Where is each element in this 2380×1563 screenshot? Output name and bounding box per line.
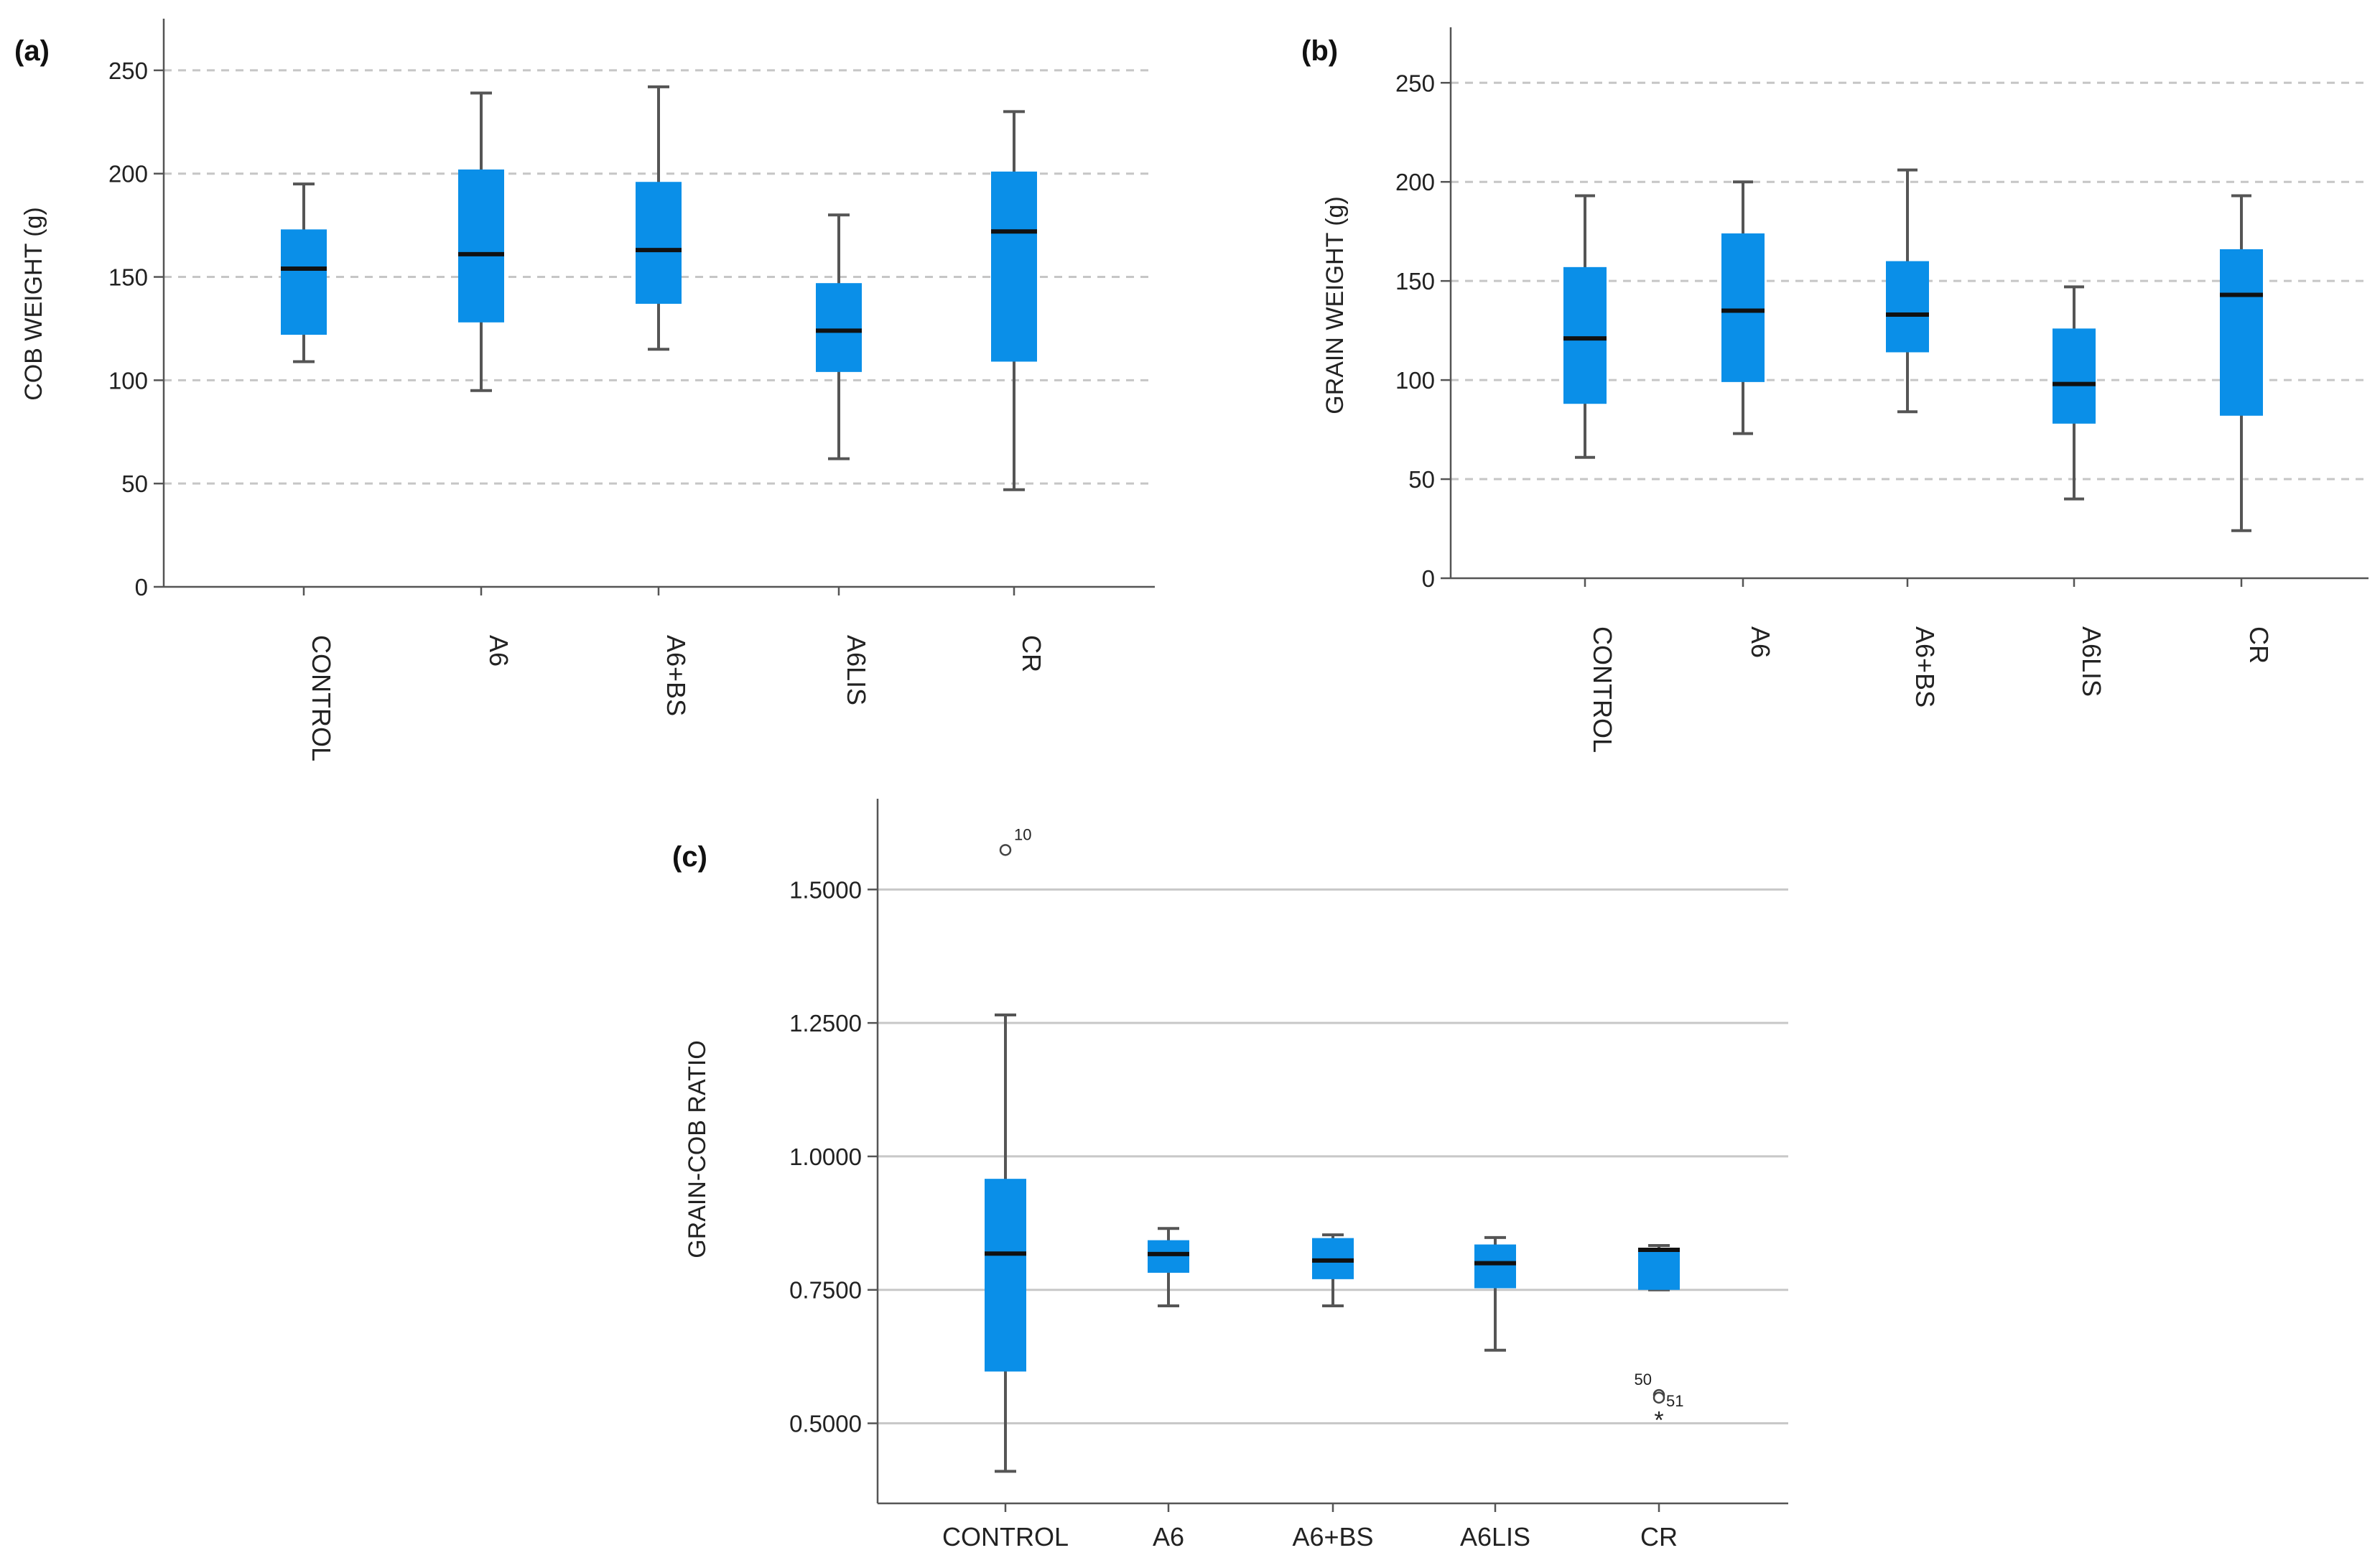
panel-b-y-tick-label: 50 [1408,466,1435,493]
panel-b-y-tick-label: 100 [1395,367,1435,394]
panel-c-category-label: CONTROL [942,1522,1069,1552]
panel-b-y-tick-label: 150 [1395,268,1435,294]
panel-c-y-tick-label: 1.2500 [789,1010,862,1036]
outlier-label: 10 [1014,825,1031,843]
panel-a-y-tick-label: 200 [108,161,148,187]
iqr-box [1886,261,1929,353]
panel-c-box-a6 [1148,1227,1189,1308]
iqr-box [1474,1244,1516,1289]
iqr-box [458,169,504,323]
panel-b-y-tick-label: 200 [1395,169,1435,195]
panel-c-category-label: A6+BS [1292,1522,1373,1552]
panel-a-y-tick-label: 250 [108,57,148,84]
panel-c-grain-cob-ratio: (c) 10 50 51* 0.5000 0.7500 1.0000 1.2500 1.50… [672,799,1788,1552]
iqr-box [1721,233,1765,382]
panel-b-category-label: A6LIS [2077,626,2106,697]
iqr-box [816,283,862,372]
panel-a-cob-weight: (a) 0 50 100 150 200 250 CONTROL A6 A6+BS A6LIS C… [14,19,1155,761]
outlier-marker [999,844,1012,856]
panel-a-category-label: CR [1017,635,1046,672]
panel-c-y-tick-label: 1.5000 [789,876,862,903]
panel-b-grain-weight: (b) 0 50 100 150 200 250 CONTROL A6 A6+BS A6LIS C… [1301,27,2369,753]
panel-c-y-tick-label: 0.7500 [789,1277,862,1304]
outlier-label: 51 [1666,1392,1683,1410]
iqr-box [281,229,327,335]
panel-c-y-tick-label: 0.5000 [789,1411,862,1437]
panel-c-y-tick-label: 1.0000 [789,1144,862,1170]
panel-b-box-a6-bs [1886,168,1929,414]
panel-b-category-label: CR [2244,626,2274,664]
panel-a-y-tick-label: 50 [121,470,148,497]
panel-c-category-label: A6 [1153,1522,1184,1552]
panel-b-box-control [1563,194,1607,459]
panel-b-box-a6 [1721,180,1765,435]
iqr-box [1638,1248,1680,1290]
outlier-label: 50 [1635,1370,1652,1388]
panel-a-label: (a) [14,35,50,67]
panel-c-box-control [985,1013,1026,1473]
panel-a-y-axis-title: COB WEIGHT (g) [20,207,47,401]
panel-c-box-a6-bs [1312,1233,1354,1308]
panel-a-category-label: A6 [484,635,513,667]
panel-a-category-label: A6+BS [661,635,691,716]
panel-a-box-a6lis [816,213,862,460]
extreme-outlier-marker: * [1654,1407,1663,1434]
panel-b-box-a6lis [2053,285,2096,501]
panel-c-box-cr [1638,1244,1680,1291]
panel-a-box-a6 [458,91,504,392]
panel-a-category-label: CONTROL [307,635,336,761]
panel-a-box-control [281,182,327,363]
panel-b-category-label: A6 [1746,626,1775,658]
panel-a-y-tick-label: 100 [108,367,148,394]
panel-b-y-tick-label: 250 [1395,70,1435,96]
iqr-box [1563,266,1607,404]
panel-c-box-a6lis [1474,1235,1516,1352]
iqr-box [991,171,1037,362]
panel-a-y-tick-label: 150 [108,264,148,291]
iqr-box [985,1179,1026,1372]
panel-a-box-a6-bs [636,85,682,351]
panel-b-y-tick-label: 0 [1422,565,1435,592]
outlier-marker [1652,1391,1665,1404]
panel-c-label: (c) [672,841,707,873]
panel-b-category-label: A6+BS [1910,626,1940,708]
panel-c-y-axis-title: GRAIN-COB RATIO [684,1040,711,1258]
panel-c-category-label: CR [1640,1522,1678,1552]
panel-b-label: (b) [1301,35,1338,67]
panel-b-category-label: CONTROL [1588,626,1617,753]
iqr-box [636,182,682,304]
iqr-box [1148,1240,1189,1273]
iqr-box [2053,328,2096,424]
panel-b-box-cr [2220,194,2263,532]
panel-a-category-label: A6LIS [842,635,871,705]
panel-b-y-axis-title: GRAIN WEIGHT (g) [1321,196,1349,414]
panel-a-box-cr [991,110,1037,491]
iqr-box [2220,249,2263,416]
panel-a-y-tick-label: 0 [135,574,148,600]
panel-c-category-label: A6LIS [1460,1522,1530,1552]
